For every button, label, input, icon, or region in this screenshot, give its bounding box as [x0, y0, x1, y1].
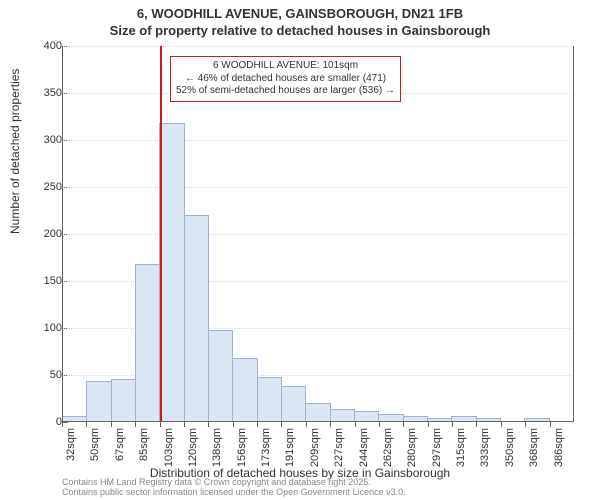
x-tick-label: 227sqm: [333, 428, 345, 467]
x-tick-label: 350sqm: [504, 428, 516, 467]
y-axis-label: Number of detached properties: [8, 69, 22, 234]
x-tick: 85sqm: [135, 422, 159, 423]
y-tick-label: 250: [38, 181, 62, 193]
x-tick: 120sqm: [184, 422, 208, 423]
histogram-bar: [378, 414, 403, 422]
x-tick: 244sqm: [355, 422, 379, 423]
x-tick-label: 138sqm: [211, 428, 223, 467]
y-tick-label: 350: [38, 87, 62, 99]
annotation-box: 6 WOODHILL AVENUE: 101sqm ← 46% of detac…: [170, 56, 401, 102]
x-tick-label: 50sqm: [89, 428, 101, 461]
histogram-bar: [354, 411, 379, 422]
x-tick: 297sqm: [428, 422, 452, 423]
y-axis-ticks: 050100150200250300350400: [38, 46, 62, 422]
histogram-bar: [135, 264, 160, 422]
x-tick-label: 333sqm: [479, 428, 491, 467]
x-tick-label: 368sqm: [528, 428, 540, 467]
x-tick: 262sqm: [379, 422, 403, 423]
x-tick-label: 67sqm: [114, 428, 126, 461]
y-tick-label: 300: [38, 134, 62, 146]
x-tick: 209sqm: [306, 422, 330, 423]
x-tick: 280sqm: [403, 422, 427, 423]
plot-area: 6 WOODHILL AVENUE: 101sqm ← 46% of detac…: [62, 46, 574, 422]
x-tick-label: 85sqm: [138, 428, 150, 461]
x-tick: 103sqm: [160, 422, 184, 423]
x-tick-label: 173sqm: [260, 428, 272, 467]
histogram-bar: [111, 379, 136, 422]
x-tick: 368sqm: [525, 422, 549, 423]
x-tick: 50sqm: [86, 422, 110, 423]
histogram-bar: [305, 403, 330, 422]
x-tick: 32sqm: [62, 422, 86, 423]
histogram-bars: [62, 46, 574, 422]
chart-titles: 6, WOODHILL AVENUE, GAINSBOROUGH, DN21 1…: [0, 0, 600, 38]
x-tick-label: 103sqm: [163, 428, 175, 467]
chart-title-2: Size of property relative to detached ho…: [0, 23, 600, 38]
x-tick: 227sqm: [330, 422, 354, 423]
x-tick: 191sqm: [281, 422, 305, 423]
x-tick-label: 156sqm: [236, 428, 248, 467]
y-tick-label: 100: [38, 322, 62, 334]
y-tick-label: 400: [38, 40, 62, 52]
x-tick-label: 315sqm: [455, 428, 467, 467]
x-tick-label: 120sqm: [187, 428, 199, 467]
histogram-bar: [208, 330, 233, 422]
x-tick: 156sqm: [233, 422, 257, 423]
attribution-text: Contains HM Land Registry data © Crown c…: [62, 478, 406, 498]
x-tick-label: 244sqm: [358, 428, 370, 467]
y-tick-label: 200: [38, 228, 62, 240]
x-tick-label: 280sqm: [406, 428, 418, 467]
x-tick: 333sqm: [476, 422, 500, 423]
histogram-bar: [281, 386, 306, 422]
histogram-bar: [330, 409, 355, 422]
histogram-bar: [86, 381, 111, 422]
x-tick: 386sqm: [550, 422, 574, 423]
x-tick: 350sqm: [501, 422, 525, 423]
x-tick-label: 209sqm: [309, 428, 321, 467]
histogram-bar: [159, 123, 184, 422]
x-tick-label: 297sqm: [431, 428, 443, 467]
x-tick: 173sqm: [257, 422, 281, 423]
histogram-bar: [184, 215, 209, 422]
chart-container: 6, WOODHILL AVENUE, GAINSBOROUGH, DN21 1…: [0, 0, 600, 500]
x-tick: 315sqm: [452, 422, 476, 423]
histogram-bar: [232, 358, 257, 422]
histogram-bar: [257, 377, 282, 422]
x-tick-label: 191sqm: [284, 428, 296, 467]
x-tick-label: 262sqm: [382, 428, 394, 467]
annotation-line-1: 6 WOODHILL AVENUE: 101sqm: [176, 60, 395, 73]
y-tick-label: 50: [38, 369, 62, 381]
x-tick: 138sqm: [208, 422, 232, 423]
y-tick-label: 0: [38, 416, 62, 428]
x-tick: 67sqm: [111, 422, 135, 423]
x-tick-label: 386sqm: [553, 428, 565, 467]
y-tick-label: 150: [38, 275, 62, 287]
chart-title-1: 6, WOODHILL AVENUE, GAINSBOROUGH, DN21 1…: [0, 6, 600, 21]
attribution-line-2: Contains public sector information licen…: [62, 488, 406, 498]
x-axis-ticks: 32sqm50sqm67sqm85sqm103sqm120sqm138sqm15…: [62, 422, 574, 423]
x-tick-label: 32sqm: [65, 428, 77, 461]
annotation-line-3: 52% of semi-detached houses are larger (…: [176, 85, 395, 98]
property-marker-line: [160, 46, 162, 422]
annotation-line-2: ← 46% of detached houses are smaller (47…: [176, 73, 395, 86]
